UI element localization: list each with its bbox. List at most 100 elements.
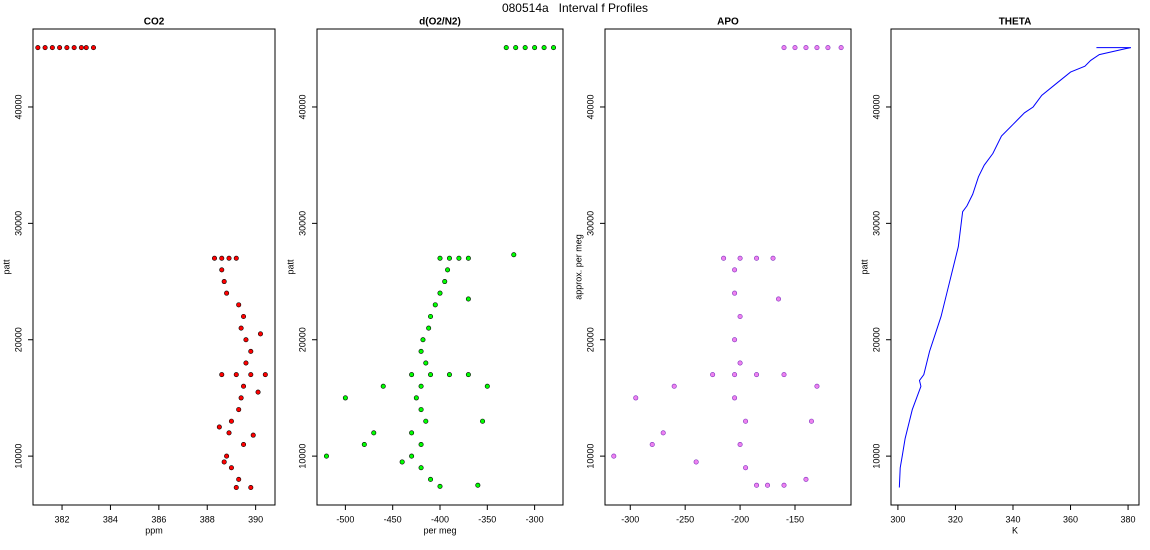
data-point [446, 255, 452, 261]
data-point [770, 255, 776, 261]
data-point [371, 430, 377, 436]
data-point [838, 45, 844, 51]
data-point [241, 383, 247, 389]
data-point [465, 296, 471, 302]
data-point [446, 372, 452, 378]
data-point [465, 372, 471, 378]
data-point [418, 465, 424, 471]
x-tick-label: 360 [1063, 514, 1078, 524]
data-point [409, 453, 415, 459]
y-tick-label: 20000 [871, 327, 881, 352]
data-point [241, 441, 247, 447]
data-point [737, 441, 743, 447]
data-point [781, 372, 787, 378]
data-point [243, 337, 249, 343]
data-point [792, 45, 798, 51]
plot-frame [32, 28, 276, 506]
data-point [442, 279, 448, 285]
y-tick-label: 30000 [585, 211, 595, 236]
data-point [633, 395, 639, 401]
panel-title: APO [717, 17, 739, 28]
y-tick-label: 10000 [13, 444, 23, 469]
x-tick-label: -300 [526, 514, 544, 524]
data-point [212, 255, 218, 261]
x-tick-label: 384 [103, 514, 118, 524]
data-point [418, 348, 424, 354]
y-tick-label: 20000 [13, 327, 23, 352]
data-point [243, 360, 249, 366]
x-tick-label: 380 [1121, 514, 1136, 524]
data-point [475, 482, 481, 488]
data-point [710, 372, 716, 378]
data-point [409, 372, 415, 378]
data-point [671, 383, 677, 389]
data-point [219, 372, 225, 378]
x-tick-label: -400 [431, 514, 449, 524]
data-point [380, 383, 386, 389]
data-point [219, 267, 225, 273]
data-point [42, 45, 48, 51]
data-point [743, 418, 749, 424]
data-point [238, 325, 244, 331]
data-point [511, 252, 517, 258]
data-point [611, 453, 617, 459]
panel-title: THETA [999, 17, 1032, 28]
data-point [418, 441, 424, 447]
data-point [49, 45, 55, 51]
data-point [660, 430, 666, 436]
data-point [236, 476, 242, 482]
data-point [255, 389, 261, 395]
data-point [423, 418, 429, 424]
plot-frame [604, 28, 852, 506]
data-point [409, 430, 415, 436]
data-point [224, 290, 230, 296]
y-tick-label: 30000 [871, 211, 881, 236]
plot-frame [890, 28, 1140, 506]
data-point [541, 45, 547, 51]
profile-line [898, 47, 1132, 488]
data-point [226, 430, 232, 436]
y-axis-label: patt [859, 259, 869, 275]
data-point [445, 267, 451, 273]
data-point [233, 255, 239, 261]
data-point [233, 485, 239, 491]
x-tick-label: 320 [948, 514, 963, 524]
data-point [248, 485, 254, 491]
data-point [236, 302, 242, 308]
data-point [228, 418, 234, 424]
data-point [814, 45, 820, 51]
data-point [721, 255, 727, 261]
data-point [238, 395, 244, 401]
data-point [248, 372, 254, 378]
data-point [803, 476, 809, 482]
x-tick-label: 300 [890, 514, 905, 524]
data-point [649, 441, 655, 447]
data-point [825, 45, 831, 51]
data-point [413, 395, 419, 401]
data-point [418, 383, 424, 389]
data-point [219, 255, 225, 261]
x-tick-label: 386 [151, 514, 166, 524]
data-point [737, 360, 743, 366]
data-point [743, 465, 749, 471]
y-tick-label: 40000 [871, 94, 881, 119]
x-tick-label: -250 [676, 514, 694, 524]
y-tick-label: 10000 [297, 444, 307, 469]
x-tick-label: 388 [200, 514, 215, 524]
data-point [226, 255, 232, 261]
x-tick-label: -150 [786, 514, 804, 524]
data-point [420, 337, 426, 343]
y-axis-label: patt [285, 259, 295, 275]
y-tick-label: 20000 [585, 327, 595, 352]
data-point [532, 45, 538, 51]
panel-title: CO2 [144, 17, 165, 28]
data-point [228, 465, 234, 471]
data-point [361, 441, 367, 447]
data-point [78, 45, 84, 51]
data-point [418, 407, 424, 413]
x-tick-label: 390 [248, 514, 263, 524]
data-point [257, 331, 263, 337]
data-point [754, 372, 760, 378]
